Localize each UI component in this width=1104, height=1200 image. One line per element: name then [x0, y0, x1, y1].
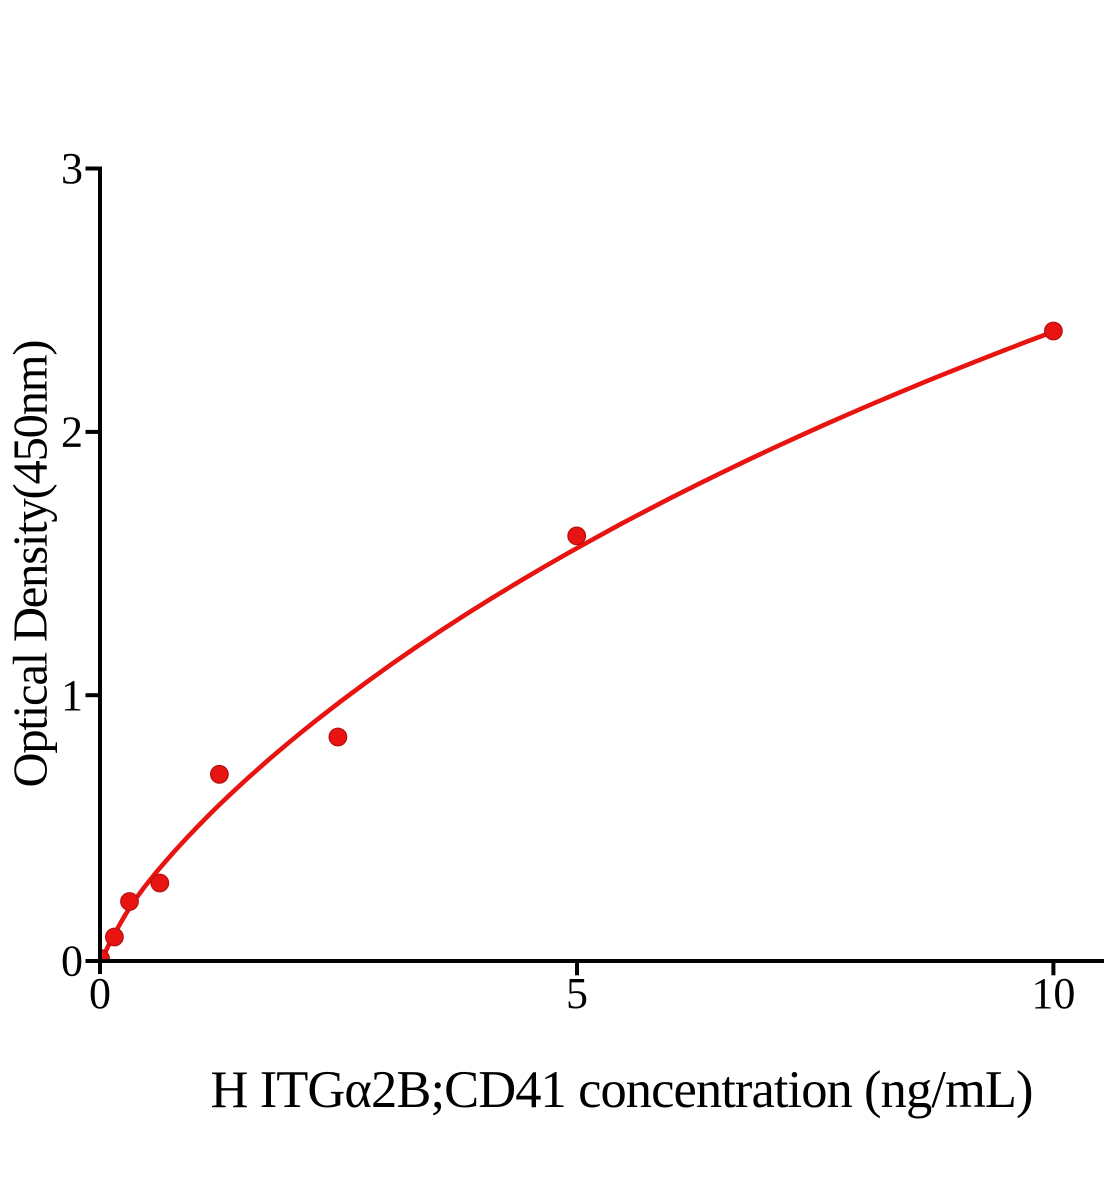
svg-text:10: 10	[1031, 969, 1075, 1018]
svg-text:Optical Density(450nm): Optical Density(450nm)	[4, 340, 57, 788]
svg-text:5: 5	[566, 969, 588, 1018]
svg-text:3: 3	[61, 144, 83, 193]
svg-text:H ITGα2B;CD41 concentration (n: H ITGα2B;CD41 concentration (ng/mL)	[211, 1061, 1034, 1119]
svg-text:2: 2	[61, 408, 83, 457]
svg-text:1: 1	[61, 671, 83, 720]
svg-text:0: 0	[89, 969, 111, 1018]
svg-text:0: 0	[61, 937, 83, 986]
